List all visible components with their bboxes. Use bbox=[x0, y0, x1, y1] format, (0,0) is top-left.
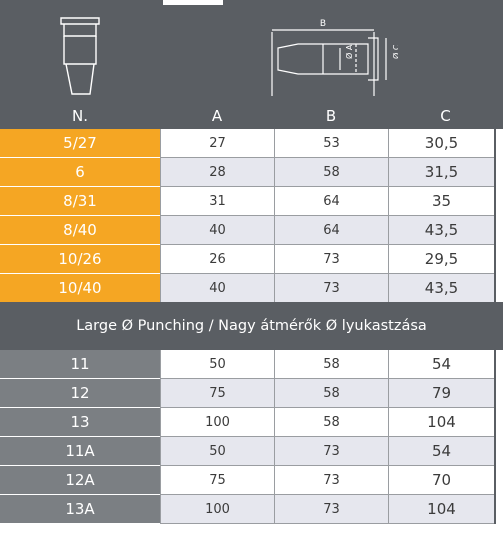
cell-b: 64 bbox=[274, 216, 388, 245]
dim-a-label: Ø A bbox=[344, 44, 354, 59]
cell-a: 26 bbox=[160, 245, 274, 274]
row-right-rule bbox=[494, 495, 496, 524]
cell-c: 29,5 bbox=[388, 245, 494, 274]
cell-n: 11A bbox=[0, 437, 160, 466]
cell-a: 50 bbox=[160, 350, 274, 379]
cell-b: 58 bbox=[274, 408, 388, 437]
cell-b: 73 bbox=[274, 495, 388, 524]
cell-c: 43,5 bbox=[388, 216, 494, 245]
table-row: 13A 100 73 104 bbox=[0, 495, 503, 524]
cell-c: 104 bbox=[388, 495, 494, 524]
cell-n: 8/40 bbox=[0, 216, 160, 245]
cell-n: 8/31 bbox=[0, 187, 160, 216]
cell-b: 73 bbox=[274, 466, 388, 495]
cell-b: 58 bbox=[274, 350, 388, 379]
col-n-header: N. bbox=[72, 107, 88, 125]
table-row: 10/40 40 73 43,5 bbox=[0, 274, 503, 303]
cell-c: 30,5 bbox=[388, 129, 494, 158]
cell-a: 40 bbox=[160, 274, 274, 303]
table-row: 11A 50 73 54 bbox=[0, 437, 503, 466]
col-c-header: C bbox=[440, 107, 451, 125]
cell-b: 73 bbox=[274, 274, 388, 303]
cell-b: 58 bbox=[274, 158, 388, 187]
row-right-rule bbox=[494, 158, 496, 187]
cell-c: 54 bbox=[388, 437, 494, 466]
cell-a: 100 bbox=[160, 408, 274, 437]
table-row: 11 50 58 54 bbox=[0, 350, 503, 379]
cell-a: 75 bbox=[160, 379, 274, 408]
row-right-rule bbox=[494, 129, 496, 158]
cell-n: 13A bbox=[0, 495, 160, 524]
cell-b: 53 bbox=[274, 129, 388, 158]
header-right-rule bbox=[494, 103, 496, 129]
row-right-rule bbox=[494, 437, 496, 466]
cell-n: 10/40 bbox=[0, 274, 160, 303]
table-row: 13 100 58 104 bbox=[0, 408, 503, 437]
socket-vertical-icon bbox=[60, 17, 100, 95]
table-row: 6 28 58 31,5 bbox=[0, 158, 503, 187]
column-header-row: N. A B C bbox=[0, 103, 503, 129]
row-right-rule bbox=[494, 187, 496, 216]
cell-n: 11 bbox=[0, 350, 160, 379]
cell-c: 54 bbox=[388, 350, 494, 379]
col-a-header: A bbox=[211, 107, 223, 125]
socket-dimension-drawing-icon: B Ø A Ø C bbox=[271, 19, 398, 96]
row-right-rule bbox=[494, 379, 496, 408]
row-right-rule bbox=[494, 466, 496, 495]
section-title: Large Ø Punching / Nagy átmérők Ø lyukas… bbox=[0, 302, 503, 350]
cell-a: 28 bbox=[160, 158, 274, 187]
table-row: 8/40 40 64 43,5 bbox=[0, 216, 503, 245]
cell-n: 10/26 bbox=[0, 245, 160, 274]
cell-n: 12 bbox=[0, 379, 160, 408]
dim-c-label: Ø C bbox=[391, 44, 398, 59]
cell-c: 79 bbox=[388, 379, 494, 408]
dim-b-label: B bbox=[320, 19, 326, 29]
cell-n: 6 bbox=[0, 158, 160, 187]
cell-b: 58 bbox=[274, 379, 388, 408]
cell-c: 70 bbox=[388, 466, 494, 495]
col-b-header: B bbox=[325, 107, 337, 125]
table-row: 12 75 58 79 bbox=[0, 379, 503, 408]
cell-b: 64 bbox=[274, 187, 388, 216]
cell-n: 12A bbox=[0, 466, 160, 495]
cell-c: 31,5 bbox=[388, 158, 494, 187]
cell-a: 75 bbox=[160, 466, 274, 495]
table-row: 8/31 31 64 35 bbox=[0, 187, 503, 216]
header-illustrations: B Ø A Ø C bbox=[0, 0, 503, 103]
header-notch bbox=[163, 0, 223, 5]
row-right-rule bbox=[494, 245, 496, 274]
row-right-rule bbox=[494, 216, 496, 245]
cell-a: 40 bbox=[160, 216, 274, 245]
cell-b: 73 bbox=[274, 437, 388, 466]
row-right-rule bbox=[494, 274, 496, 303]
table-row: 10/26 26 73 29,5 bbox=[0, 245, 503, 274]
cell-a: 100 bbox=[160, 495, 274, 524]
cell-c: 35 bbox=[388, 187, 494, 216]
table-row: 5/27 27 53 30,5 bbox=[0, 129, 503, 158]
cell-n: 13 bbox=[0, 408, 160, 437]
cell-a: 31 bbox=[160, 187, 274, 216]
row-right-rule bbox=[494, 350, 496, 379]
cell-a: 50 bbox=[160, 437, 274, 466]
table-row: 12A 75 73 70 bbox=[0, 466, 503, 495]
cell-c: 43,5 bbox=[388, 274, 494, 303]
row-right-rule bbox=[494, 408, 496, 437]
cell-c: 104 bbox=[388, 408, 494, 437]
cell-a: 27 bbox=[160, 129, 274, 158]
cell-b: 73 bbox=[274, 245, 388, 274]
cell-n: 5/27 bbox=[0, 129, 160, 158]
